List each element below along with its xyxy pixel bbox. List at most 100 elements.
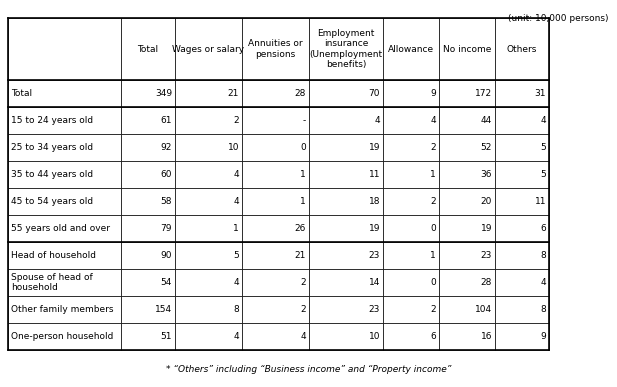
Text: 2: 2 <box>233 116 239 125</box>
Text: 172: 172 <box>475 89 492 98</box>
Bar <box>495 242 549 269</box>
Text: 90: 90 <box>160 251 172 260</box>
Bar <box>121 161 175 188</box>
Bar <box>242 80 309 107</box>
Text: Allowance: Allowance <box>388 45 434 53</box>
Bar <box>121 134 175 161</box>
Text: 18: 18 <box>368 197 380 206</box>
Text: 5: 5 <box>233 251 239 260</box>
Text: 0: 0 <box>300 143 306 152</box>
Bar <box>242 242 309 269</box>
Bar <box>175 134 242 161</box>
Bar <box>121 188 175 215</box>
Bar <box>175 161 242 188</box>
Text: 31: 31 <box>534 89 546 98</box>
Bar <box>175 107 242 134</box>
Bar <box>383 323 439 350</box>
Text: Other family members: Other family members <box>11 305 114 314</box>
Text: 19: 19 <box>481 224 492 233</box>
Bar <box>383 269 439 296</box>
Text: 44: 44 <box>481 116 492 125</box>
Bar <box>8 80 121 107</box>
Text: 9: 9 <box>540 332 546 341</box>
Bar <box>121 107 175 134</box>
Text: Spouse of head of
household: Spouse of head of household <box>11 273 93 292</box>
Bar <box>242 323 309 350</box>
Bar <box>495 80 549 107</box>
Bar <box>8 18 121 80</box>
Bar <box>242 107 309 134</box>
Bar <box>8 215 121 242</box>
Text: 25 to 34 years old: 25 to 34 years old <box>11 143 93 152</box>
Text: 1: 1 <box>300 170 306 179</box>
Bar <box>439 134 495 161</box>
Bar <box>439 107 495 134</box>
Text: 52: 52 <box>481 143 492 152</box>
Bar <box>495 323 549 350</box>
Bar <box>8 134 121 161</box>
Bar <box>439 18 495 80</box>
Bar <box>8 296 121 323</box>
Bar <box>383 107 439 134</box>
Bar <box>383 296 439 323</box>
Text: Total: Total <box>138 45 159 53</box>
Text: 1: 1 <box>430 170 436 179</box>
Text: 4: 4 <box>540 278 546 287</box>
Text: 15 to 24 years old: 15 to 24 years old <box>11 116 93 125</box>
Bar <box>495 188 549 215</box>
Text: One-person household: One-person household <box>11 332 114 341</box>
Bar <box>439 242 495 269</box>
Bar <box>121 80 175 107</box>
Text: 79: 79 <box>160 224 172 233</box>
Text: 70: 70 <box>368 89 380 98</box>
Bar <box>439 161 495 188</box>
Bar <box>383 215 439 242</box>
Bar <box>383 188 439 215</box>
Text: 92: 92 <box>160 143 172 152</box>
Bar <box>495 296 549 323</box>
Text: 19: 19 <box>368 143 380 152</box>
Text: 28: 28 <box>295 89 306 98</box>
Text: 5: 5 <box>540 170 546 179</box>
Text: -: - <box>303 116 306 125</box>
Bar <box>439 188 495 215</box>
Text: 35 to 44 years old: 35 to 44 years old <box>11 170 93 179</box>
Text: 54: 54 <box>160 278 172 287</box>
Bar <box>8 269 121 296</box>
Text: 2: 2 <box>431 143 436 152</box>
Bar <box>309 296 383 323</box>
Bar <box>495 269 549 296</box>
Text: 1: 1 <box>233 224 239 233</box>
Bar <box>175 242 242 269</box>
Bar <box>121 18 175 80</box>
Bar <box>495 134 549 161</box>
Text: 23: 23 <box>368 305 380 314</box>
Text: 2: 2 <box>300 305 306 314</box>
Bar <box>242 215 309 242</box>
Bar <box>439 323 495 350</box>
Bar <box>309 242 383 269</box>
Bar <box>309 107 383 134</box>
Bar <box>8 107 121 134</box>
Text: 19: 19 <box>368 224 380 233</box>
Bar <box>121 215 175 242</box>
Bar <box>495 18 549 80</box>
Text: 4: 4 <box>233 278 239 287</box>
Bar <box>309 80 383 107</box>
Text: 60: 60 <box>160 170 172 179</box>
Text: 2: 2 <box>431 305 436 314</box>
Text: 10: 10 <box>228 143 239 152</box>
Text: 6: 6 <box>540 224 546 233</box>
Bar <box>175 80 242 107</box>
Text: 11: 11 <box>534 197 546 206</box>
Text: Others: Others <box>507 45 537 53</box>
Text: 9: 9 <box>430 89 436 98</box>
Bar <box>175 188 242 215</box>
Text: 23: 23 <box>481 251 492 260</box>
Bar <box>121 296 175 323</box>
Text: 4: 4 <box>540 116 546 125</box>
Text: 23: 23 <box>368 251 380 260</box>
Bar <box>8 242 121 269</box>
Text: 4: 4 <box>375 116 380 125</box>
Bar <box>383 242 439 269</box>
